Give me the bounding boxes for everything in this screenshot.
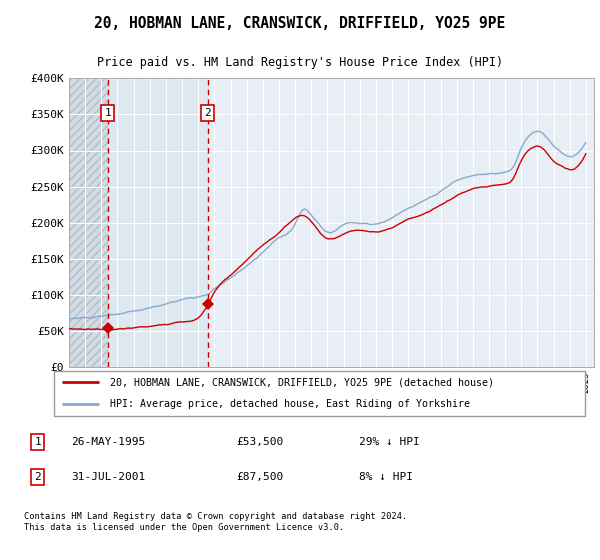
Bar bbox=[107, 78, 208, 367]
FancyBboxPatch shape bbox=[53, 371, 586, 416]
Text: 20, HOBMAN LANE, CRANSWICK, DRIFFIELD, YO25 9PE (detached house): 20, HOBMAN LANE, CRANSWICK, DRIFFIELD, Y… bbox=[110, 377, 494, 388]
Text: Price paid vs. HM Land Registry's House Price Index (HPI): Price paid vs. HM Land Registry's House … bbox=[97, 56, 503, 69]
Text: 2: 2 bbox=[204, 108, 211, 118]
Text: 29% ↓ HPI: 29% ↓ HPI bbox=[359, 437, 419, 447]
Text: 31-JUL-2001: 31-JUL-2001 bbox=[71, 472, 146, 482]
Text: 2: 2 bbox=[35, 472, 41, 482]
Text: 8% ↓ HPI: 8% ↓ HPI bbox=[359, 472, 413, 482]
Text: 1: 1 bbox=[35, 437, 41, 447]
Text: £53,500: £53,500 bbox=[236, 437, 283, 447]
Text: £87,500: £87,500 bbox=[236, 472, 283, 482]
Text: HPI: Average price, detached house, East Riding of Yorkshire: HPI: Average price, detached house, East… bbox=[110, 399, 470, 409]
Text: 26-MAY-1995: 26-MAY-1995 bbox=[71, 437, 146, 447]
Text: Contains HM Land Registry data © Crown copyright and database right 2024.
This d: Contains HM Land Registry data © Crown c… bbox=[24, 512, 407, 531]
Text: 20, HOBMAN LANE, CRANSWICK, DRIFFIELD, YO25 9PE: 20, HOBMAN LANE, CRANSWICK, DRIFFIELD, Y… bbox=[94, 16, 506, 31]
Text: 1: 1 bbox=[104, 108, 111, 118]
Bar bbox=[69, 78, 107, 367]
